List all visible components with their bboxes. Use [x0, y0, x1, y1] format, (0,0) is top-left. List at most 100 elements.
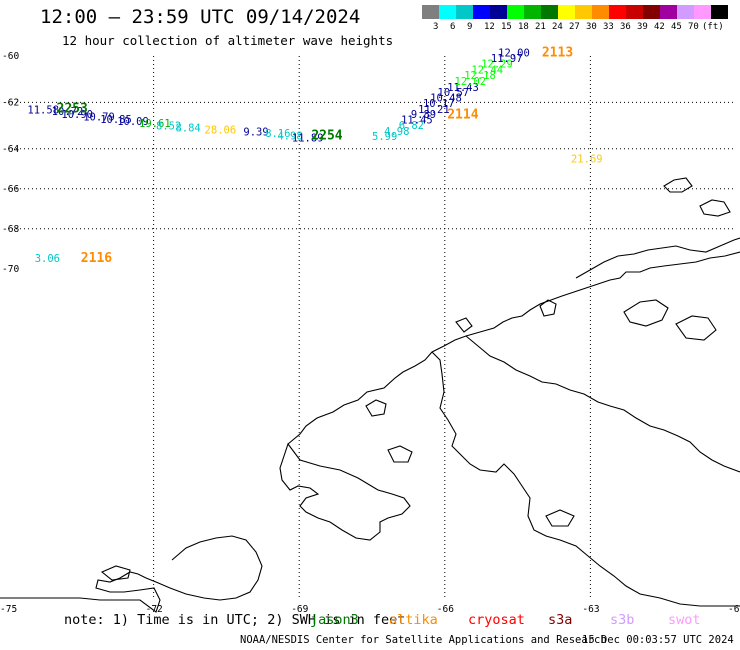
pass-time-label: 2253: [57, 101, 88, 116]
color-swatch: [524, 5, 541, 19]
color-swatch-label: 42: [654, 22, 665, 32]
satellite-legend-item: s3a: [548, 612, 573, 628]
color-swatch: [592, 5, 609, 19]
color-swatch: [541, 5, 558, 19]
wave-height-label: 21.69: [571, 153, 603, 165]
color-swatch: [473, 5, 490, 19]
color-swatch-label: 12: [484, 22, 495, 32]
wave-height-label: 5.99: [372, 131, 397, 143]
wave-height-label: 28.06: [205, 125, 237, 137]
island-b: [699, 199, 731, 217]
latitude-tick-label: -64: [2, 144, 19, 155]
color-swatch: [711, 5, 728, 19]
color-swatch-label: 6: [450, 22, 456, 32]
wave-height-label: 10.85: [100, 114, 132, 126]
wave-height-label: 4.98: [384, 126, 409, 138]
island-h: [455, 317, 473, 333]
adelaide-coast: [0, 535, 263, 613]
island-j: [100, 565, 131, 581]
color-swatch: [456, 5, 473, 19]
color-swatch: [575, 5, 592, 19]
credit-text: NOAA/NESDIS Center for Satellite Applica…: [240, 634, 607, 646]
latitude-tick-label: -68: [2, 224, 19, 235]
island-i: [545, 509, 575, 527]
coastline: [0, 177, 740, 613]
wave-height-label: 3.06: [35, 253, 60, 265]
peninsula-west-coast: [279, 442, 411, 541]
color-swatch-label: 9: [467, 22, 473, 32]
eastern-inner-coast: [465, 335, 740, 473]
wave-height-label: 11.45: [401, 114, 433, 126]
island-chain-east: [575, 237, 740, 279]
pass-time-label: 2116: [81, 251, 112, 266]
longitude-tick-label: -75: [0, 604, 17, 615]
color-swatch: [677, 5, 694, 19]
color-swatch-label: 45: [671, 22, 682, 32]
latitude-tick-label: -66: [2, 184, 19, 195]
map-title: 12:00 – 23:59 UTC 09/14/2024: [40, 6, 361, 28]
wave-height-label: 19.61: [139, 118, 171, 130]
color-swatch: [626, 5, 643, 19]
island-d: [675, 315, 717, 341]
color-swatch-label: 36: [620, 22, 631, 32]
map-subtitle: 12 hour collection of altimeter wave hei…: [62, 33, 394, 48]
wave-height-label: 6.82: [399, 120, 424, 132]
longitude-tick-label: -63: [582, 604, 599, 615]
wave-height-label: 10.72: [52, 106, 84, 118]
wave-height-label: 10.57: [438, 87, 470, 99]
longitude-tick-label: -72: [146, 604, 163, 615]
color-swatch: [609, 5, 626, 19]
wave-height-label: 12.44: [471, 64, 503, 76]
wave-height-label: 10.79: [83, 111, 115, 123]
color-swatch: [660, 5, 677, 19]
satellite-legend-item: swot: [668, 612, 701, 628]
wave-height-label: 11.43: [447, 82, 479, 94]
color-swatch: [439, 5, 456, 19]
wave-height-label: 8.52: [156, 120, 181, 132]
wave-height-label: 8.84: [175, 122, 200, 134]
wave-height-labels: 11.5810.7210.9010.7910.8510.0919.618.528…: [27, 47, 602, 264]
color-swatch: [507, 5, 524, 19]
pass-time-label: 2113: [542, 45, 573, 60]
island-c: [623, 299, 669, 327]
color-swatch-label: 21: [535, 22, 546, 32]
color-swatch: [643, 5, 660, 19]
satellite-legend-item: s3b: [610, 612, 635, 628]
color-swatch-label: 33: [603, 22, 614, 32]
wave-height-label: 10.48: [430, 93, 462, 105]
color-swatch: [422, 5, 439, 19]
island-g: [387, 445, 413, 463]
wave-height-label: 12.18: [464, 70, 496, 82]
wave-height-label: 12.00: [498, 47, 530, 59]
generated-timestamp: 15 Dec 00:03:57 UTC 2024: [582, 634, 734, 646]
color-swatch-label: 15: [501, 22, 512, 32]
color-swatch: [490, 5, 507, 19]
wave-height-label: 12.29: [481, 59, 513, 71]
color-swatch-label: 39: [637, 22, 648, 32]
wave-height-label: 11.97: [491, 53, 523, 65]
color-swatch: [558, 5, 575, 19]
color-swatch-label: 70: [688, 22, 699, 32]
wave-height-label: 11.21: [418, 104, 450, 116]
eastern-coast: [431, 351, 740, 607]
color-swatch-label: 24: [552, 22, 563, 32]
axis-ticks: -75 -72 -69 -66 -63 -60 -60 -62 -64 -66 -68 -70: [0, 51, 740, 615]
color-swatch-label: 30: [586, 22, 597, 32]
satellite-legend-item: altika: [389, 612, 438, 628]
wave-height-label: 10.17: [423, 98, 455, 110]
footer-note: note: 1) Time is in UTC; 2) SWH is in fe…: [64, 612, 406, 628]
color-swatch-label: 27: [569, 22, 580, 32]
wave-height-label: 12.02: [455, 76, 487, 88]
island-f: [365, 399, 387, 417]
latitude-tick-label: -60: [2, 51, 19, 62]
wave-height-label: 10.09: [117, 116, 149, 128]
island-a: [663, 177, 693, 193]
satellite-legend-item: cryosat: [468, 612, 525, 628]
latitude-tick-label: -70: [2, 264, 19, 275]
pass-time-label: 2254: [311, 129, 342, 144]
pass-time-label: 2114: [447, 108, 478, 123]
wave-height-label: 9.89: [411, 109, 436, 121]
map-graticule: [8, 56, 736, 600]
antarctic-peninsula-coast: [287, 251, 740, 445]
